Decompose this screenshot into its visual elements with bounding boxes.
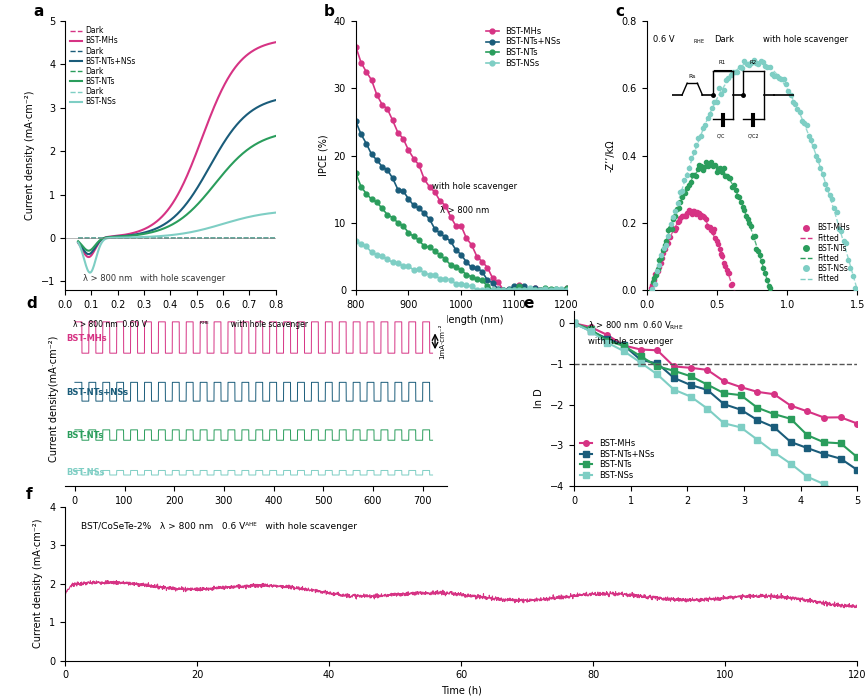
Text: b: b (324, 3, 335, 19)
Y-axis label: Current density (mA·cm⁻²): Current density (mA·cm⁻²) (25, 91, 36, 220)
Y-axis label: Current density(mA·cm⁻²): Current density(mA·cm⁻²) (49, 336, 60, 461)
Text: λ > 800 nm  0.60 V$_\mathregular{RHE}$: λ > 800 nm 0.60 V$_\mathregular{RHE}$ (588, 319, 684, 332)
Text: BST/CoSeTe-2%   λ > 800 nm   0.6 Vᴬᴴᴱ   with hole scavenger: BST/CoSeTe-2% λ > 800 nm 0.6 Vᴬᴴᴱ with h… (81, 522, 357, 531)
Text: with hole scavenger: with hole scavenger (226, 319, 307, 329)
Text: BST-NTs+NSs: BST-NTs+NSs (66, 387, 128, 396)
Text: 0.6 V: 0.6 V (653, 36, 675, 45)
Text: BST-NSs: BST-NSs (66, 468, 105, 477)
Text: BST-MHs: BST-MHs (66, 333, 107, 343)
Text: with hole scavenger: with hole scavenger (588, 337, 673, 346)
Y-axis label: -Z’’/kΩ: -Z’’/kΩ (606, 139, 616, 172)
Text: f: f (25, 487, 32, 502)
Legend: BST-MHs, Fitted, BST-NTs, Fitted, BST-NSs, Fitted: BST-MHs, Fitted, BST-NTs, Fitted, BST-NS… (797, 220, 854, 287)
Text: c: c (615, 3, 624, 19)
Y-axis label: Current density (mA·cm⁻²): Current density (mA·cm⁻²) (34, 519, 43, 649)
Text: with hole scavenger: with hole scavenger (432, 182, 517, 191)
Text: λ > 800 nm   with hole scavenger: λ > 800 nm with hole scavenger (83, 275, 226, 283)
X-axis label: Z’/kΩ: Z’/kΩ (739, 315, 765, 325)
Text: $_\mathregular{RHE}$: $_\mathregular{RHE}$ (199, 319, 210, 327)
Legend: BST-MHs, BST-NTs+NSs, BST-NTs, BST-NSs: BST-MHs, BST-NTs+NSs, BST-NTs, BST-NSs (578, 438, 656, 482)
Text: d: d (27, 296, 37, 310)
Text: BST-NTs: BST-NTs (66, 431, 103, 440)
X-axis label: Potential (V vs. RHE): Potential (V vs. RHE) (120, 315, 221, 325)
X-axis label: Time (h): Time (h) (441, 686, 481, 696)
Legend: BST-MHs, BST-NTs+NSs, BST-NTs, BST-NSs: BST-MHs, BST-NTs+NSs, BST-NTs, BST-NSs (484, 25, 562, 69)
Text: with hole scavenger: with hole scavenger (762, 36, 848, 45)
Text: e: e (523, 296, 533, 310)
Text: λ > 800 nm: λ > 800 nm (440, 206, 489, 215)
Text: λ > 800 nm  0.60 V: λ > 800 nm 0.60 V (73, 319, 146, 329)
Text: a: a (33, 3, 43, 19)
Text: $_\mathregular{RHE}$: $_\mathregular{RHE}$ (693, 38, 705, 46)
X-axis label: Time (s): Time (s) (695, 511, 735, 521)
Y-axis label: ln D: ln D (534, 389, 545, 408)
X-axis label: Time (s): Time (s) (236, 511, 276, 521)
Text: 1mA·cm⁻²: 1mA·cm⁻² (439, 324, 445, 359)
Y-axis label: IPCE (%): IPCE (%) (318, 135, 328, 176)
X-axis label: Wavelength (nm): Wavelength (nm) (419, 315, 503, 325)
Text: Dark: Dark (714, 36, 734, 45)
Legend: Dark, BST-MHs, Dark, BST-NTs+NSs, Dark, BST-NTs, Dark, BST-NSs: Dark, BST-MHs, Dark, BST-NTs+NSs, Dark, … (68, 24, 137, 108)
